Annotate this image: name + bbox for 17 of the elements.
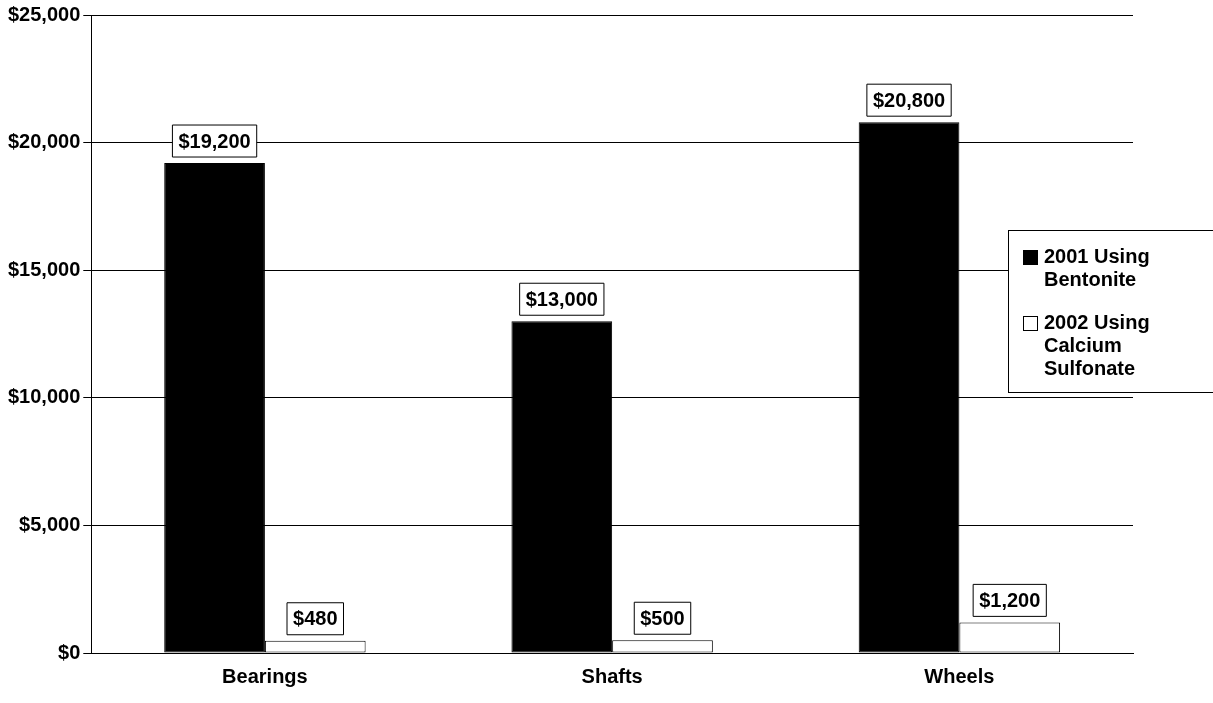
y-tick-label: $10,000: [8, 385, 81, 408]
y-tick-label: $0: [58, 640, 81, 663]
data-label: $480: [293, 607, 338, 630]
y-tick-label: $25,000: [8, 2, 81, 25]
data-label: $1,200: [979, 588, 1041, 611]
x-tick-label: Bearings: [222, 664, 308, 687]
legend: 2001 Using Bentonite 2002 Using Calcium Sulfonate: [1008, 230, 1213, 393]
y-tick-label: $20,000: [8, 130, 81, 153]
data-label: $13,000: [525, 287, 598, 310]
y-tick-label: $15,000: [8, 257, 81, 280]
x-tick-label: Shafts: [581, 664, 643, 687]
x-tick-label: Wheels: [924, 664, 995, 687]
y-tick-label: $5,000: [19, 512, 81, 535]
legend-label: 2001 Using Bentonite: [1044, 245, 1151, 291]
data-label: $20,800: [872, 88, 946, 111]
data-label: $500: [640, 606, 685, 629]
data-label: $19,200: [178, 129, 251, 152]
